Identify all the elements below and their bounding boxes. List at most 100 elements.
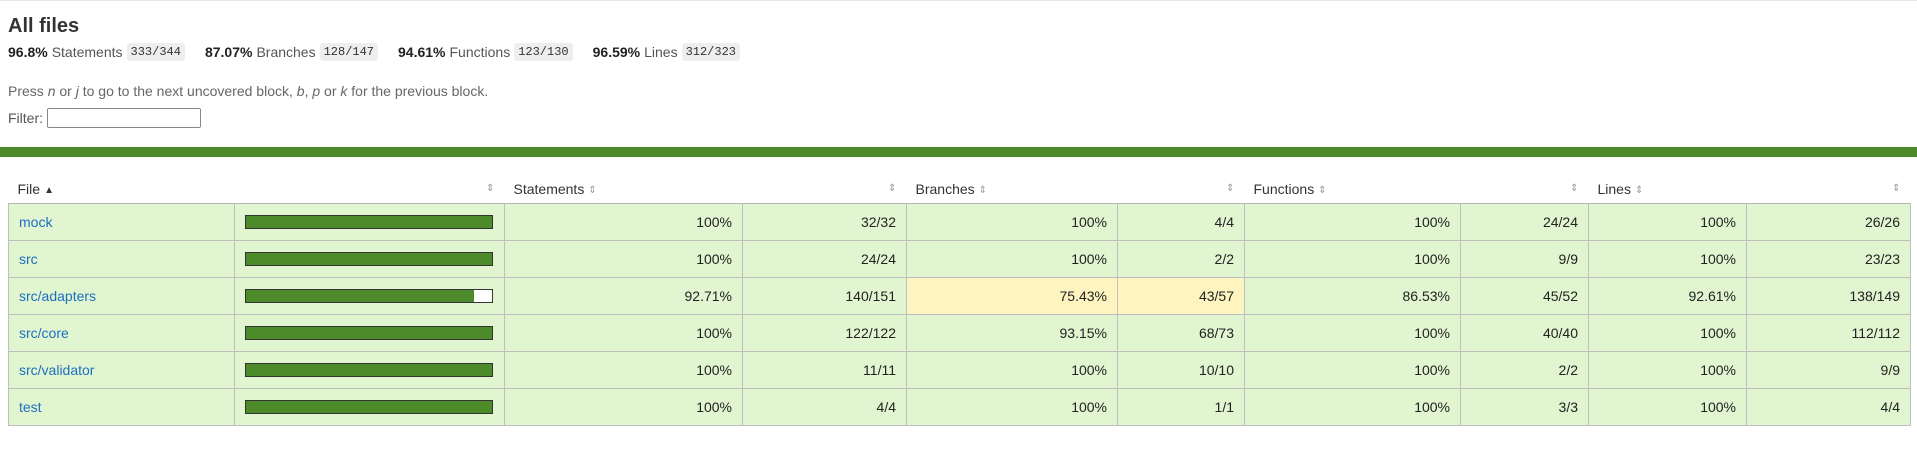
summary-functions-fraction: 123/130 [514,43,573,61]
hint-key-k: k [340,83,348,99]
column-header-branches-fraction[interactable]: ⇕ [1117,175,1245,204]
summary-branches: 87.07% Branches 128/147 [204,43,379,61]
statements-pct-cell: 100% [504,202,743,241]
summary-lines: 96.59% Lines 312/323 [593,43,740,61]
sort-icon: ⇕ [1226,183,1235,194]
file-link[interactable]: mock [19,213,53,230]
file-link[interactable]: src/adapters [19,287,97,304]
column-header-lines-fraction[interactable]: ⇕ [1746,175,1911,204]
lines-pct-cell: 100% [1588,202,1747,241]
table-row: test 100% 4/4 100% 1/1 100% 3/3 100% 4/4 [8,387,1911,426]
lines-fraction-cell: 9/9 [1746,350,1911,389]
summary-lines-label: Lines [644,44,678,60]
coverage-bar-fill [246,326,492,339]
hint-text: , [304,83,313,99]
sort-icon: ⇕ [978,184,988,196]
summary-branches-pct: 87.07% [204,44,253,60]
file-cell: test [8,387,235,426]
statements-pct-cell: 100% [504,387,743,426]
sort-icon: ⇕ [888,183,897,194]
lines-pct-cell: 100% [1588,387,1747,426]
coverage-bar-fill [246,400,492,413]
lines-fraction-cell: 23/23 [1746,239,1911,278]
column-header-statements-fraction[interactable]: ⇕ [742,175,907,204]
statements-fraction-cell: 11/11 [742,350,907,389]
sort-icon: ⇕ [588,184,597,196]
lines-fraction-cell: 138/149 [1746,276,1911,315]
hint-key-b: b [296,83,305,99]
hint-text: or [55,83,76,99]
summary-functions: 94.61% Functions 123/130 [398,43,573,61]
column-header-statements[interactable]: Statements ⇕ [504,175,743,204]
summary-functions-label: Functions [449,44,511,60]
functions-pct-cell: 86.53% [1244,276,1461,315]
branches-fraction-cell: 4/4 [1117,202,1245,241]
functions-pct-cell: 100% [1244,387,1461,426]
coverage-bar-fill [246,363,492,376]
sort-icon: ⇕ [1318,184,1327,196]
functions-fraction-cell: 24/24 [1460,202,1589,241]
file-link[interactable]: src/validator [19,361,95,378]
column-header-functions-fraction[interactable]: ⇕ [1460,175,1589,204]
functions-fraction-cell: 9/9 [1460,239,1589,278]
table-row: src/validator 100% 11/11 100% 10/10 100% 2/2 10… [8,350,1911,389]
coverage-bar [245,251,493,266]
summary-lines-fraction: 312/323 [681,43,740,61]
statements-fraction-cell: 140/151 [742,276,907,315]
file-cell: src/adapters [8,276,235,315]
functions-pct-cell: 100% [1244,313,1461,352]
table-row: src/core 100% 122/122 93.15% 68/73 100% 40/40 1… [8,313,1911,352]
branches-fraction-cell: 1/1 [1117,387,1245,426]
coverage-bar-cell [234,202,505,241]
coverage-bar [245,399,493,414]
hint-key-p: p [312,83,321,99]
column-header-functions[interactable]: Functions ⇕ [1244,175,1461,204]
file-cell: src/core [8,313,235,352]
coverage-summary: 96.8% Statements 333/344 87.07% Branches… [8,39,1909,65]
page-title: All files [8,15,80,37]
table-row: src/adapters 92.71% 140/151 75.43% 43/57 86.5… [8,276,1911,315]
column-header-lines-label: Lines [1597,180,1631,197]
coverage-table: File ▲ ⇕ Statements ⇕ ⇕ Branches ⇕ ⇕ Functi… [8,175,1911,426]
branches-pct-cell: 100% [906,350,1118,389]
column-header-bar[interactable]: ⇕ [234,175,505,204]
statements-fraction-cell: 24/24 [742,239,907,278]
summary-statements-pct: 96.8% [8,44,48,60]
hint-text: or [320,83,341,99]
functions-pct-cell: 100% [1244,239,1461,278]
summary-statements-fraction: 333/344 [126,43,185,61]
filter-input[interactable] [47,108,201,128]
functions-pct-cell: 100% [1244,202,1461,241]
branches-fraction-cell: 43/57 [1117,276,1245,315]
lines-pct-cell: 100% [1588,313,1747,352]
lines-pct-cell: 100% [1588,239,1747,278]
functions-fraction-cell: 3/3 [1460,387,1589,426]
statements-pct-cell: 100% [504,239,743,278]
functions-pct-cell: 100% [1244,350,1461,389]
column-header-branches[interactable]: Branches ⇕ [906,175,1118,204]
file-link[interactable]: src [19,250,38,267]
coverage-bar-fill [246,215,492,228]
statements-fraction-cell: 122/122 [742,313,907,352]
column-header-statements-label: Statements [513,180,585,197]
coverage-bar [245,214,493,229]
functions-fraction-cell: 45/52 [1460,276,1589,315]
column-header-functions-label: Functions [1253,180,1315,197]
branches-fraction-cell: 2/2 [1117,239,1245,278]
statements-pct-cell: 100% [504,350,743,389]
file-cell: mock [8,202,235,241]
sort-icon: ⇕ [1892,183,1901,194]
lines-pct-cell: 100% [1588,350,1747,389]
column-header-file[interactable]: File ▲ [8,175,235,204]
sort-icon: ⇕ [486,183,495,194]
column-header-lines[interactable]: Lines ⇕ [1588,175,1747,204]
file-link[interactable]: test [19,398,42,415]
sort-icon: ⇕ [1570,183,1579,194]
lines-fraction-cell: 4/4 [1746,387,1911,426]
coverage-bar-cell [234,350,505,389]
coverage-bar [245,325,493,340]
file-link[interactable]: src/core [19,324,69,341]
summary-statements: 96.8% Statements 333/344 [8,43,185,61]
coverage-bar-fill [246,289,475,302]
summary-lines-pct: 96.59% [592,44,641,60]
